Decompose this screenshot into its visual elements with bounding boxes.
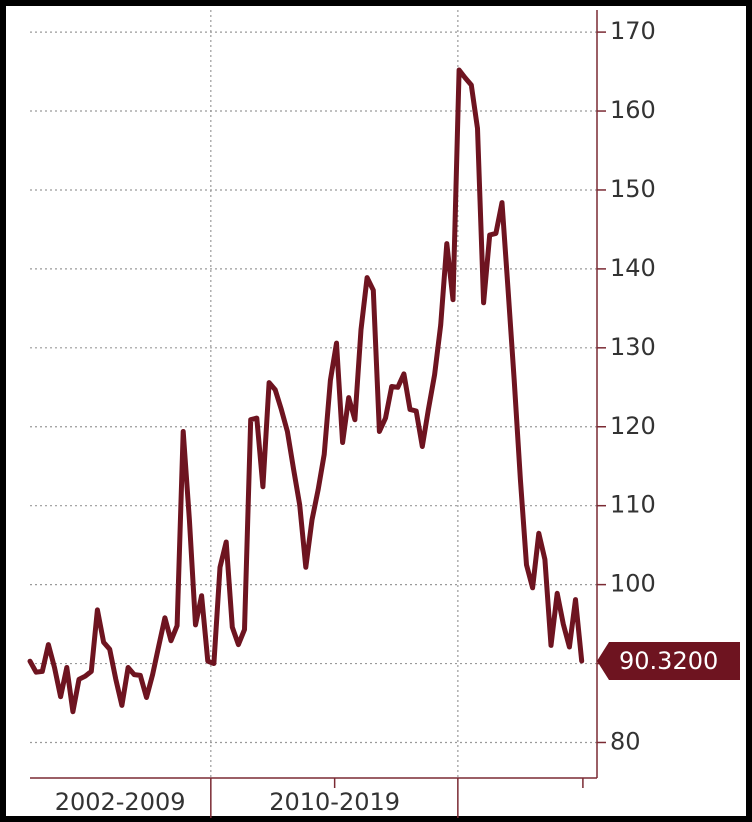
y-tick-label: 150 bbox=[610, 175, 656, 203]
y-tick-label: 100 bbox=[610, 570, 656, 598]
line bbox=[27, 67, 585, 715]
y-tick-label: 140 bbox=[610, 254, 656, 282]
y-tick-label: 110 bbox=[610, 491, 656, 519]
y-tick-label: 170 bbox=[610, 17, 656, 45]
y-tick-label: 120 bbox=[610, 412, 656, 440]
x-label: 2002-2009 bbox=[55, 788, 186, 816]
last-value-label: 90.3200 bbox=[619, 647, 718, 675]
y-tick-label: 160 bbox=[610, 96, 656, 124]
last-value-tag: 90.3200 bbox=[597, 642, 740, 681]
y-tick-label: 130 bbox=[610, 333, 656, 361]
y-tick-label: 80 bbox=[610, 727, 641, 755]
last-value-box bbox=[597, 642, 740, 681]
x-label: 2010-2019 bbox=[269, 788, 400, 816]
